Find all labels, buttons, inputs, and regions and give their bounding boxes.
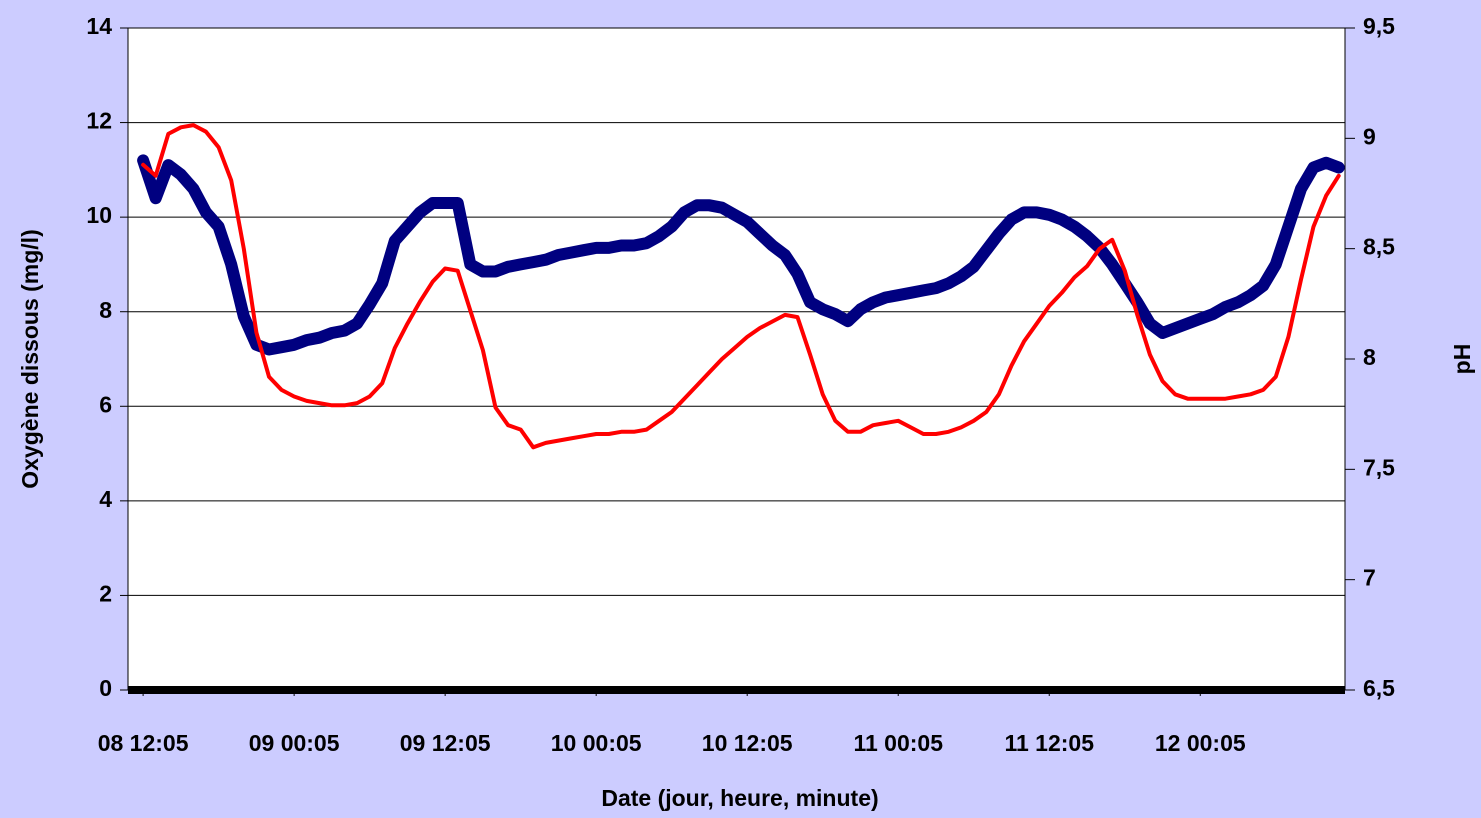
y-tick-label: 10 <box>86 202 112 228</box>
x-tick-label: 11 00:05 <box>853 730 943 756</box>
y-tick-label: 2 <box>99 581 112 607</box>
plot-area <box>127 27 1346 691</box>
x-tick-label: 09 00:05 <box>249 730 340 756</box>
x-tick-label: 09 12:05 <box>400 730 491 756</box>
y-tick-label: 14 <box>86 13 112 39</box>
y2-tick-label: 9 <box>1363 123 1376 149</box>
y2-tick-label: 8 <box>1363 344 1376 370</box>
y-tick-label: 12 <box>86 108 112 134</box>
y-tick-label: 8 <box>99 297 112 323</box>
ph-line <box>141 123 1341 450</box>
y-tick-label: 6 <box>99 391 112 417</box>
y2-tick-label: 7 <box>1363 565 1376 591</box>
x-tick-label: 11 12:05 <box>1004 730 1094 756</box>
x-axis-title: Date (jour, heure, minute) <box>601 785 878 811</box>
y2-tick-label: 7,5 <box>1363 454 1395 480</box>
y2-tick-label: 9,5 <box>1363 13 1395 39</box>
y2-tick-label: 6,5 <box>1363 675 1395 701</box>
x-tick-label: 08 12:05 <box>98 730 189 756</box>
x-tick-label: 12 00:05 <box>1155 730 1246 756</box>
y-tick-label: 0 <box>99 675 112 701</box>
y2-axis-title: pH <box>1449 344 1475 375</box>
x-tick-label: 10 00:05 <box>551 730 642 756</box>
y2-tick-label: 8,5 <box>1363 234 1395 260</box>
oxygen-line <box>137 154 1345 356</box>
x-tick-label: 10 12:05 <box>702 730 793 756</box>
y-axis-title: Oxygène dissous (mg/l) <box>17 229 43 488</box>
y-tick-label: 4 <box>99 486 112 512</box>
